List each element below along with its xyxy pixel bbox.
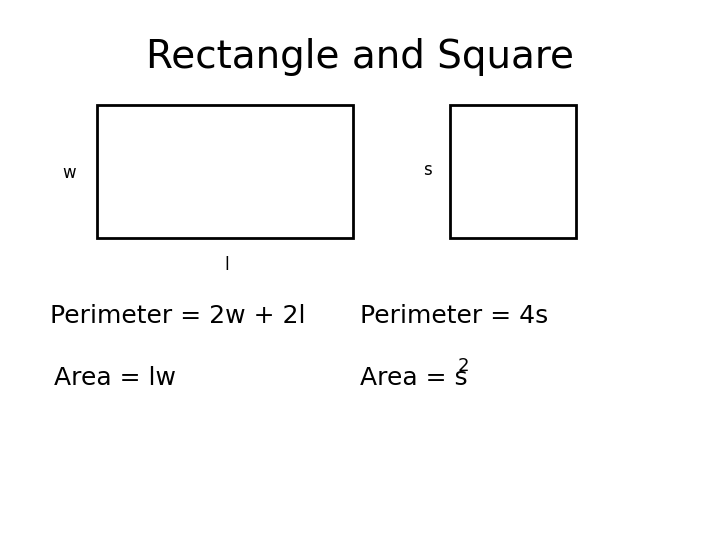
Bar — [97, 105, 353, 238]
Text: Perimeter = 4s: Perimeter = 4s — [360, 304, 548, 328]
Text: w: w — [62, 164, 76, 182]
Text: l: l — [225, 256, 229, 274]
Text: Rectangle and Square: Rectangle and Square — [146, 38, 574, 76]
Text: s: s — [423, 161, 432, 179]
Text: Area = lw: Area = lw — [54, 366, 176, 390]
Bar — [450, 105, 576, 238]
Text: Perimeter = 2w + 2l: Perimeter = 2w + 2l — [50, 304, 306, 328]
Text: Area = s: Area = s — [360, 366, 467, 390]
Text: 2: 2 — [457, 357, 469, 375]
